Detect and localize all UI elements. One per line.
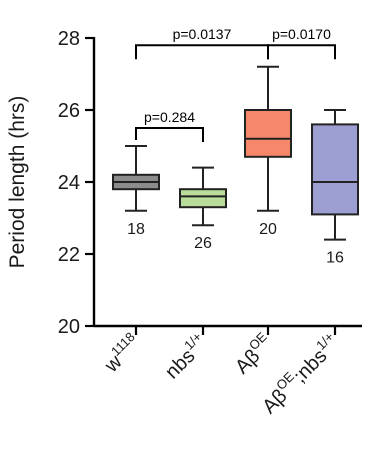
box-group: 20 — [244, 65, 292, 238]
x-category-label: AβOE — [228, 329, 277, 378]
sample-size-label: 18 — [127, 221, 145, 238]
sample-size-label: 20 — [259, 221, 277, 238]
category-base: Aβ — [258, 385, 291, 418]
box-iqr — [311, 123, 359, 216]
box-group: 16 — [311, 109, 359, 267]
x-category-label: AβOE;nbs1/+ — [256, 329, 345, 418]
category-tail: ;nbs — [289, 345, 331, 387]
y-tick-label: 22 — [58, 244, 80, 266]
boxes: 18 26 20 16 — [112, 65, 359, 267]
box-iqr — [244, 109, 292, 158]
sample-size-label: 16 — [326, 250, 344, 267]
box-group: 18 — [112, 145, 160, 238]
category-base: nbs — [161, 345, 199, 383]
sample-size-label: 26 — [194, 235, 212, 252]
p-value-label: p=0.0137 — [173, 26, 232, 42]
y-axis: 20 22 24 26 28 — [58, 28, 96, 338]
y-tick-label: 26 — [58, 100, 80, 122]
bracket-line — [135, 44, 269, 60]
x-category-label: w1118 — [97, 329, 145, 377]
p-value-label: p=0.284 — [144, 109, 195, 125]
bracket-line — [135, 127, 204, 142]
box-iqr — [179, 188, 227, 209]
bracket-line — [267, 44, 336, 60]
y-tick-label: 24 — [58, 172, 80, 194]
x-category-label: nbs1/+ — [158, 329, 212, 383]
y-axis-label: Period length (hrs) — [6, 96, 29, 269]
comparison-bracket: p=0.284 — [135, 109, 204, 142]
significance-brackets: p=0.284 p=0.0137 p=0.0170 — [135, 26, 336, 142]
y-tick-label: 20 — [58, 316, 80, 338]
p-value-label: p=0.0170 — [272, 26, 331, 42]
comparison-bracket: p=0.0170 — [267, 26, 336, 60]
box-group: 26 — [179, 166, 227, 252]
y-tick-label: 28 — [58, 28, 80, 50]
comparison-bracket: p=0.0137 — [135, 26, 269, 60]
